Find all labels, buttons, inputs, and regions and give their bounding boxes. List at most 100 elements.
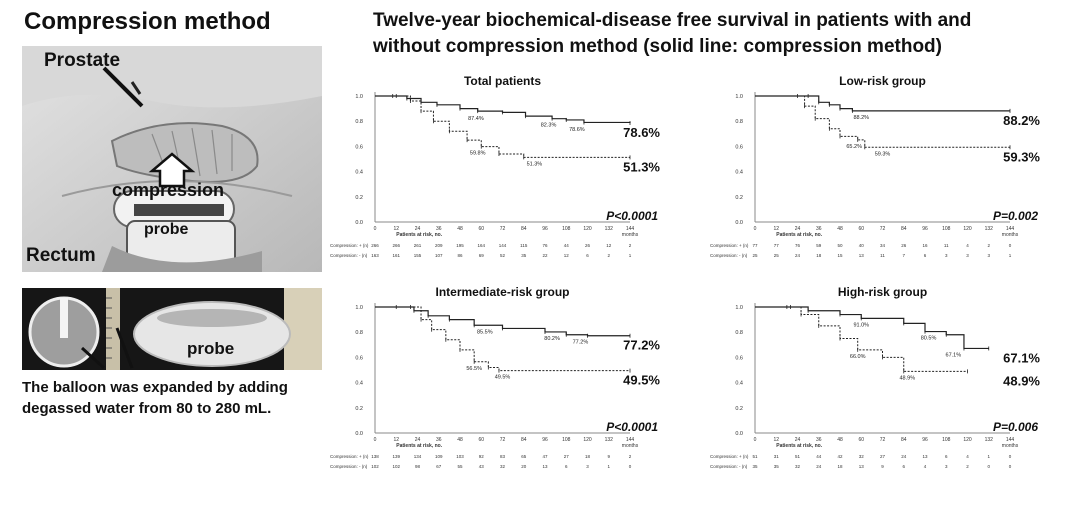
y-tick-label: 0.0 xyxy=(735,431,743,437)
endpoint-label: 59.3% xyxy=(1003,149,1040,164)
at-risk-count: 6 xyxy=(565,464,568,469)
at-risk-count: 6 xyxy=(924,253,927,258)
y-tick-label: 0.2 xyxy=(735,195,743,201)
x-tick-label: 132 xyxy=(985,437,994,443)
at-risk-count: 261 xyxy=(414,243,422,248)
p-value: P<0.0001 xyxy=(606,209,658,223)
at-risk-count: 4 xyxy=(966,243,969,248)
y-tick-label: 0.6 xyxy=(735,355,743,361)
x-tick-label: 36 xyxy=(816,226,822,232)
chart-title: Intermediate-risk group xyxy=(435,285,569,299)
survival-annotation: 80.2% xyxy=(544,336,560,342)
at-risk-count: 144 xyxy=(499,243,507,248)
at-risk-count: 2 xyxy=(987,243,990,248)
x-tick-label: 144 xyxy=(1006,226,1015,232)
at-risk-count: 6 xyxy=(945,454,948,459)
at-risk-count: 77 xyxy=(752,243,758,248)
x-tick-label: 132 xyxy=(985,226,994,232)
x-tick-label: 96 xyxy=(542,437,548,443)
x-tick-label: 0 xyxy=(754,437,757,443)
x-tick-label: 120 xyxy=(963,226,972,232)
at-risk-count: 92 xyxy=(479,454,485,459)
x-tick-label: 72 xyxy=(500,437,506,443)
at-risk-count: 0 xyxy=(629,464,632,469)
at-risk-count: 0 xyxy=(987,464,990,469)
survival-annotation: 78.6% xyxy=(569,127,585,133)
at-risk-row-label: Compression: - (n) xyxy=(710,253,748,258)
at-risk-count: 3 xyxy=(966,253,969,258)
prostate-label: Prostate xyxy=(44,50,120,71)
at-risk-count: 26 xyxy=(901,243,907,248)
y-tick-label: 0.4 xyxy=(735,170,743,176)
x-axis-unit: months xyxy=(1002,443,1019,449)
y-tick-label: 0.4 xyxy=(355,170,363,176)
endpoint-label: 88.2% xyxy=(1003,113,1040,128)
survival-annotation: 91.0% xyxy=(853,322,869,328)
x-tick-label: 0 xyxy=(374,437,377,443)
x-tick-label: 120 xyxy=(583,226,592,232)
y-tick-label: 0.8 xyxy=(355,119,363,125)
probe-label: probe xyxy=(144,221,189,238)
at-risk-heading: Patients at risk, no. xyxy=(396,232,442,238)
at-risk-count: 2 xyxy=(629,243,632,248)
x-tick-label: 132 xyxy=(605,226,614,232)
x-tick-label: 84 xyxy=(521,226,527,232)
at-risk-count: 51 xyxy=(752,454,758,459)
x-tick-label: 132 xyxy=(605,437,614,443)
x-tick-label: 108 xyxy=(562,437,571,443)
at-risk-count: 13 xyxy=(859,253,865,258)
at-risk-count: 1 xyxy=(987,454,990,459)
at-risk-count: 44 xyxy=(564,243,570,248)
at-risk-count: 107 xyxy=(435,253,443,258)
x-axis-unit: months xyxy=(622,232,639,238)
at-risk-count: 35 xyxy=(521,253,527,258)
x-tick-label: 108 xyxy=(942,226,951,232)
endpoint-label: 67.1% xyxy=(1003,350,1040,365)
x-tick-label: 48 xyxy=(457,226,463,232)
y-tick-label: 0.0 xyxy=(355,431,363,437)
x-tick-label: 36 xyxy=(436,437,442,443)
x-tick-label: 96 xyxy=(542,226,548,232)
chart-title: Total patients xyxy=(464,74,541,88)
x-tick-label: 0 xyxy=(754,226,757,232)
survival-annotation: 88.2% xyxy=(853,115,869,121)
at-risk-count: 69 xyxy=(479,253,485,258)
y-tick-label: 0.0 xyxy=(735,220,743,226)
survival-curve-compression xyxy=(375,306,630,337)
at-risk-count: 12 xyxy=(606,243,612,248)
at-risk-row-label: Compression: - (n) xyxy=(330,464,368,469)
y-tick-label: 0.6 xyxy=(355,144,363,150)
at-risk-count: 6 xyxy=(902,464,905,469)
at-risk-count: 11 xyxy=(944,243,949,248)
at-risk-count: 138 xyxy=(371,454,379,459)
at-risk-count: 155 xyxy=(414,253,422,258)
compression-label: compression xyxy=(112,180,224,200)
p-value: P=0.002 xyxy=(993,209,1038,223)
at-risk-count: 47 xyxy=(542,454,548,459)
survival-annotation: 48.9% xyxy=(899,375,915,381)
y-tick-label: 0.6 xyxy=(735,144,743,150)
at-risk-count: 26 xyxy=(585,243,591,248)
endpoint-label: 77.2% xyxy=(623,338,660,353)
x-tick-label: 72 xyxy=(500,226,506,232)
x-tick-label: 120 xyxy=(583,437,592,443)
x-tick-label: 144 xyxy=(1006,437,1015,443)
survival-annotation: 77.2% xyxy=(573,340,589,346)
y-tick-label: 1.0 xyxy=(735,94,743,100)
x-tick-label: 60 xyxy=(858,226,864,232)
at-risk-heading: Patients at risk, no. xyxy=(776,443,822,449)
at-risk-count: 115 xyxy=(520,243,528,248)
chart-title: Low-risk group xyxy=(839,74,926,88)
at-risk-count: 18 xyxy=(816,253,822,258)
at-risk-count: 1 xyxy=(629,253,632,258)
at-risk-count: 12 xyxy=(564,253,570,258)
at-risk-count: 13 xyxy=(542,464,548,469)
y-tick-label: 1.0 xyxy=(355,305,363,311)
at-risk-row-label: Compression: - (n) xyxy=(710,464,748,469)
at-risk-row-label: Compression: + (n) xyxy=(710,243,749,248)
at-risk-count: 55 xyxy=(457,464,463,469)
y-tick-label: 0.2 xyxy=(355,406,363,412)
x-tick-label: 108 xyxy=(942,437,951,443)
x-tick-label: 72 xyxy=(880,437,886,443)
